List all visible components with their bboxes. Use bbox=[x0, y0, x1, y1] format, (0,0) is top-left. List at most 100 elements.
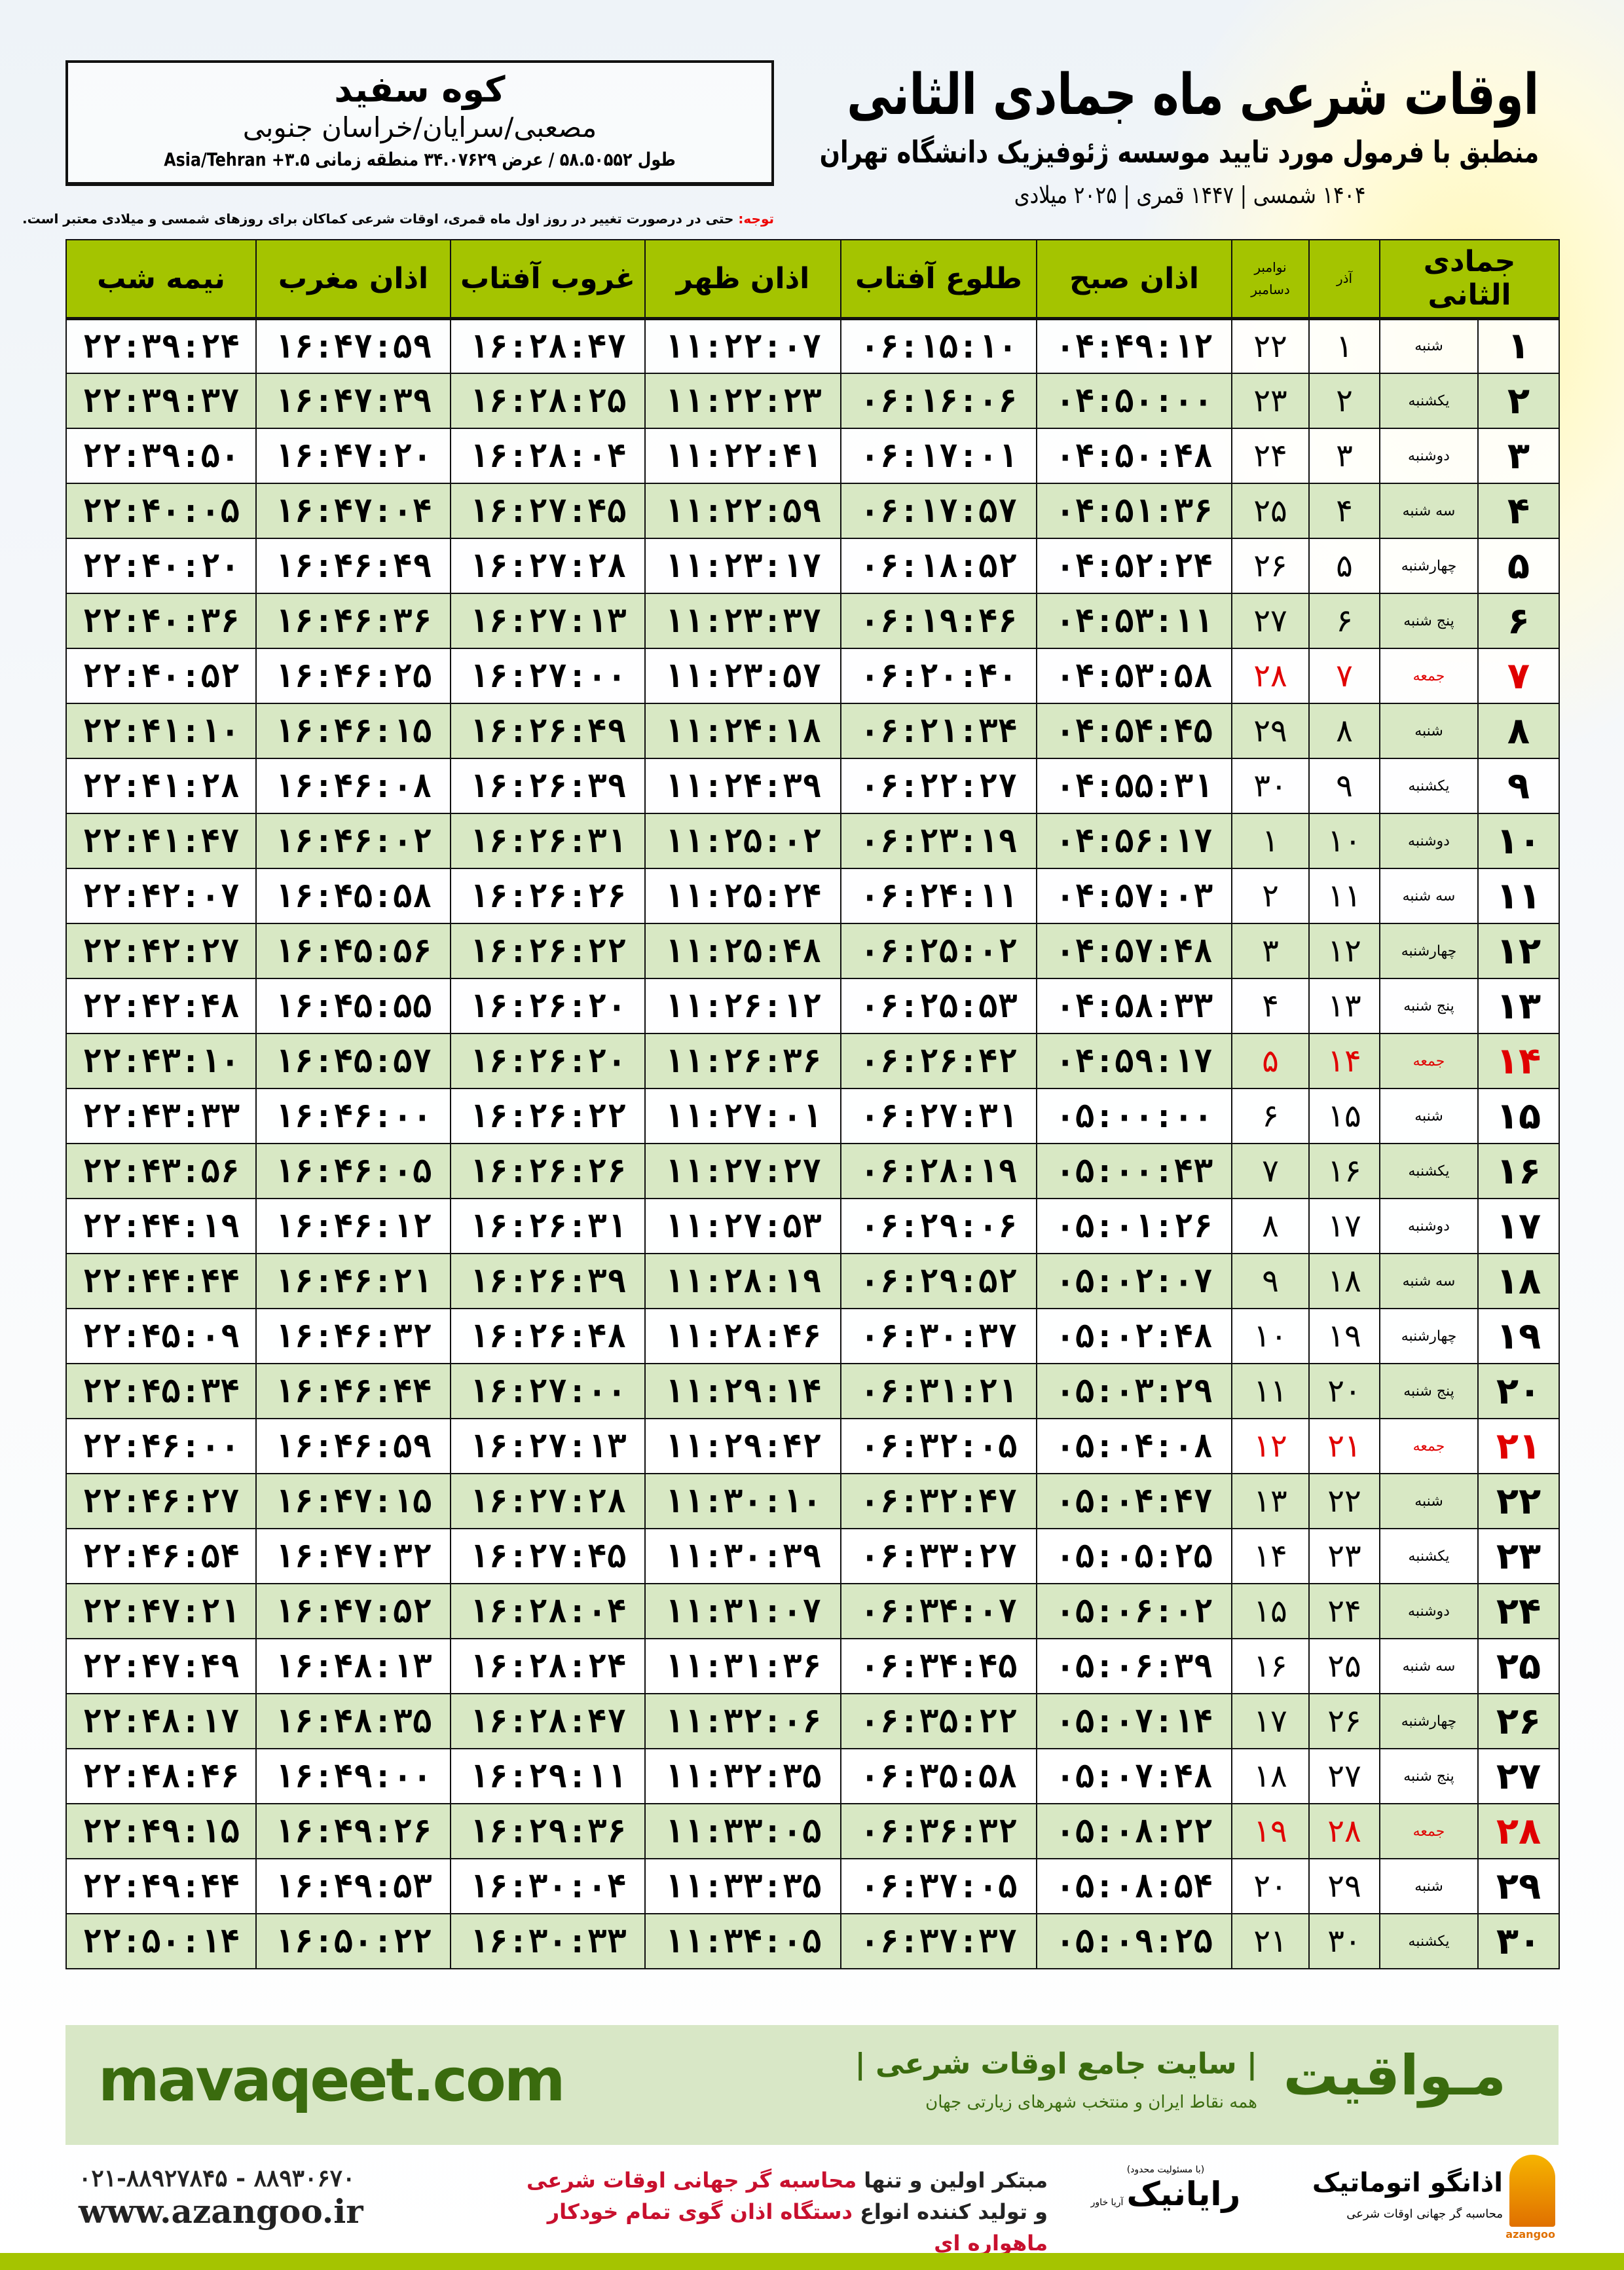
weekday: یکشنبه bbox=[1378, 758, 1479, 814]
day-number: ۱ bbox=[1477, 318, 1560, 374]
gregorian-date: ۲۶ bbox=[1231, 538, 1310, 594]
table-row: ۱۵ شنبه ۱۵ ۶ ۰۵:۰۰:۰۰ ۰۶:۲۷:۳۱ ۱۱:۲۷:۰۱ ۱۶:۲۶:۲… bbox=[65, 1088, 1560, 1144]
midnight-time: ۲۲:۴۴:۱۹ bbox=[65, 1198, 257, 1254]
midnight-time: ۲۲:۵۰:۱۴ bbox=[65, 1913, 257, 1969]
sunrise-time: ۰۶:۲۷:۳۱ bbox=[840, 1088, 1037, 1144]
phone-number: ۰۲۱-۸۸۹۲۷۸۴۵ - ۸۸۹۳۰۶۷۰ bbox=[79, 2165, 356, 2192]
sunset-time: ۱۶:۲۶:۲۶ bbox=[450, 868, 646, 924]
sunrise-time: ۰۶:۳۷:۰۵ bbox=[840, 1858, 1037, 1914]
sunrise-time: ۰۶:۳۵:۵۸ bbox=[840, 1748, 1037, 1804]
fajr-time: ۰۴:۵۱:۳۶ bbox=[1036, 483, 1232, 539]
day-number: ۲۵ bbox=[1477, 1638, 1560, 1694]
gregorian-date: ۳۰ bbox=[1231, 758, 1310, 814]
weekday: چهارشنبه bbox=[1378, 538, 1479, 594]
fajr-time: ۰۴:۵۰:۴۸ bbox=[1036, 428, 1232, 484]
maghrib-time: ۱۶:۴۷:۳۲ bbox=[255, 1528, 451, 1584]
dhuhr-time: ۱۱:۲۲:۲۳ bbox=[644, 373, 841, 429]
sunrise-time: ۰۶:۱۷:۵۷ bbox=[840, 483, 1037, 539]
fajr-time: ۰۵:۰۲:۰۷ bbox=[1036, 1253, 1232, 1309]
dhuhr-time: ۱۱:۲۵:۲۴ bbox=[644, 868, 841, 924]
sunrise-time: ۰۶:۱۵:۱۰ bbox=[840, 318, 1037, 374]
sunrise-time: ۰۶:۳۰:۳۷ bbox=[840, 1308, 1037, 1364]
maghrib-time: ۱۶:۴۵:۵۷ bbox=[255, 1033, 451, 1089]
sunset-time: ۱۶:۲۶:۲۲ bbox=[450, 923, 646, 979]
fajr-time: ۰۵:۰۸:۵۴ bbox=[1036, 1858, 1232, 1914]
weekday: یکشنبه bbox=[1378, 373, 1479, 429]
azar-date: ۲۴ bbox=[1308, 1583, 1380, 1639]
day-number: ۲۶ bbox=[1477, 1693, 1560, 1749]
weekday: شنبه bbox=[1378, 1088, 1479, 1144]
mavaqeet-link[interactable]: mavaqeet.com bbox=[98, 2046, 566, 2115]
gregorian-date: ۱۴ bbox=[1231, 1528, 1310, 1584]
header-fajr: اذان صبح bbox=[1036, 239, 1232, 320]
weekday: سه شنبه bbox=[1378, 1638, 1479, 1694]
weekday: سه شنبه bbox=[1378, 1253, 1479, 1309]
table-row: ۲۹ شنبه ۲۹ ۲۰ ۰۵:۰۸:۵۴ ۰۶:۳۷:۰۵ ۱۱:۳۳:۳۵ ۱۶:۳۰:… bbox=[65, 1858, 1560, 1914]
azangoo-name: اذانگو اتوماتیک bbox=[1312, 2168, 1503, 2198]
gregorian-date: ۱۱ bbox=[1231, 1363, 1310, 1419]
fajr-time: ۰۵:۰۴:۰۸ bbox=[1036, 1418, 1232, 1474]
maghrib-time: ۱۶:۴۶:۲۱ bbox=[255, 1253, 451, 1309]
midnight-time: ۲۲:۴۵:۳۴ bbox=[65, 1363, 257, 1419]
azar-date: ۲۹ bbox=[1308, 1858, 1380, 1914]
table-row: ۱۱ سه شنبه ۱۱ ۲ ۰۴:۵۷:۰۳ ۰۶:۲۴:۱۱ ۱۱:۲۵:۲۴ ۱۶:۲… bbox=[65, 868, 1560, 924]
midnight-time: ۲۲:۴۲:۲۷ bbox=[65, 923, 257, 979]
maghrib-time: ۱۶:۴۸:۳۵ bbox=[255, 1693, 451, 1749]
table-row: ۲۳ یکشنبه ۲۳ ۱۴ ۰۵:۰۵:۲۵ ۰۶:۳۳:۲۷ ۱۱:۳۰:۳۹ ۱۶:۲… bbox=[65, 1528, 1560, 1584]
header-gregorian: نوامبر دسامبر bbox=[1231, 239, 1310, 320]
midnight-time: ۲۲:۴۱:۲۸ bbox=[65, 758, 257, 814]
azar-date: ۱۵ bbox=[1308, 1088, 1380, 1144]
sunset-time: ۱۶:۲۸:۴۷ bbox=[450, 1693, 646, 1749]
gregorian-date: ۶ bbox=[1231, 1088, 1310, 1144]
day-number: ۳ bbox=[1477, 428, 1560, 484]
midnight-time: ۲۲:۴۳:۳۳ bbox=[65, 1088, 257, 1144]
dhuhr-time: ۱۱:۲۲:۰۷ bbox=[644, 318, 841, 374]
sunrise-time: ۰۶:۳۴:۴۵ bbox=[840, 1638, 1037, 1694]
fajr-time: ۰۴:۵۸:۳۳ bbox=[1036, 978, 1232, 1034]
fajr-time: ۰۴:۵۷:۴۸ bbox=[1036, 923, 1232, 979]
azar-date: ۲۱ bbox=[1308, 1418, 1380, 1474]
table-row: ۱۹ چهارشنبه ۱۹ ۱۰ ۰۵:۰۲:۴۸ ۰۶:۳۰:۳۷ ۱۱:۲۸:۴۶ ۱۶… bbox=[65, 1308, 1560, 1364]
sunset-time: ۱۶:۲۸:۲۵ bbox=[450, 373, 646, 429]
sunset-time: ۱۶:۲۶:۳۱ bbox=[450, 1198, 646, 1254]
dhuhr-time: ۱۱:۲۸:۴۶ bbox=[644, 1308, 841, 1364]
sunset-time: ۱۶:۲۹:۱۱ bbox=[450, 1748, 646, 1804]
sunrise-time: ۰۶:۱۷:۰۱ bbox=[840, 428, 1037, 484]
tagline-main: | سایت جامع اوقات شرعی | bbox=[855, 2047, 1257, 2081]
header-greg-top: نوامبر bbox=[1254, 259, 1287, 276]
maghrib-time: ۱۶:۴۷:۵۲ bbox=[255, 1583, 451, 1639]
page-subtitle: منطبق با فرمول مورد تایید موسسه ژئوفیزیک… bbox=[819, 134, 1539, 170]
header-maghrib: اذان مغرب bbox=[255, 239, 451, 320]
sunrise-time: ۰۶:۲۹:۵۲ bbox=[840, 1253, 1037, 1309]
azar-date: ۱۰ bbox=[1308, 813, 1380, 869]
midnight-time: ۲۲:۴۰:۳۶ bbox=[65, 593, 257, 649]
weekday: دوشنبه bbox=[1378, 428, 1479, 484]
maghrib-time: ۱۶:۴۶:۰۲ bbox=[255, 813, 451, 869]
notice-text: حتی در درصورت تغییر در روز اول ماه قمری،… bbox=[22, 211, 739, 227]
day-number: ۲۰ bbox=[1477, 1363, 1560, 1419]
azangoo-link[interactable]: www.azangoo.ir bbox=[79, 2192, 363, 2231]
azar-date: ۵ bbox=[1308, 538, 1380, 594]
azar-date: ۲۵ bbox=[1308, 1638, 1380, 1694]
promo-2b: دستگاه اذان گوی تمام خودکار ماهواره ای bbox=[547, 2199, 1048, 2256]
fajr-time: ۰۵:۰۴:۴۷ bbox=[1036, 1473, 1232, 1529]
sunrise-time: ۰۶:۱۶:۰۶ bbox=[840, 373, 1037, 429]
sunrise-time: ۰۶:۲۰:۴۰ bbox=[840, 648, 1037, 704]
weekday: دوشنبه bbox=[1378, 1583, 1479, 1639]
fajr-time: ۰۵:۰۰:۴۳ bbox=[1036, 1143, 1232, 1199]
fajr-time: ۰۵:۰۲:۴۸ bbox=[1036, 1308, 1232, 1364]
gregorian-date: ۴ bbox=[1231, 978, 1310, 1034]
sunrise-time: ۰۶:۳۱:۲۱ bbox=[840, 1363, 1037, 1419]
maghrib-time: ۱۶:۴۶:۱۲ bbox=[255, 1198, 451, 1254]
sunset-time: ۱۶:۲۷:۲۸ bbox=[450, 538, 646, 594]
gregorian-date: ۲۲ bbox=[1231, 318, 1310, 374]
dhuhr-time: ۱۱:۲۸:۱۹ bbox=[644, 1253, 841, 1309]
day-number: ۱۸ bbox=[1477, 1253, 1560, 1309]
table-row: ۲۶ چهارشنبه ۲۶ ۱۷ ۰۵:۰۷:۱۴ ۰۶:۳۵:۲۲ ۱۱:۳۲:۰۶ ۱۶… bbox=[65, 1693, 1560, 1749]
azar-date: ۳۰ bbox=[1308, 1913, 1380, 1969]
dhuhr-time: ۱۱:۳۳:۳۵ bbox=[644, 1858, 841, 1914]
midnight-time: ۲۲:۴۳:۵۶ bbox=[65, 1143, 257, 1199]
weekday: دوشنبه bbox=[1378, 813, 1479, 869]
weekday: شنبه bbox=[1378, 703, 1479, 759]
fajr-time: ۰۴:۵۳:۱۱ bbox=[1036, 593, 1232, 649]
